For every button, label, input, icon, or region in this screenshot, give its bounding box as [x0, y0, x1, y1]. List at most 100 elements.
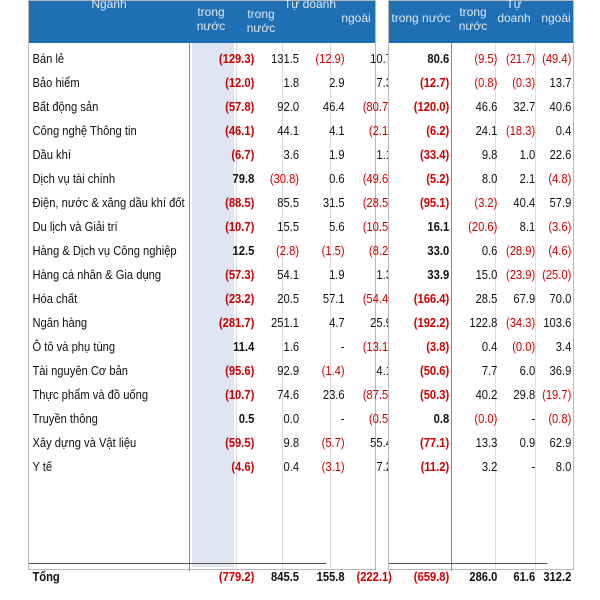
- table-row: Tài nguyên Cơ bản (95.6) 92.9 (1.4) 4.1: [29, 359, 391, 383]
- cell-left-col2: 54.1: [277, 267, 300, 282]
- cell-right-col1: (192.2): [413, 315, 450, 330]
- total-right-col4: 312.2: [543, 569, 572, 584]
- cell-right-col2: 15.0: [475, 267, 498, 282]
- table-row: (50.3) 40.2 29.8 (19.7): [389, 383, 571, 407]
- cell-right-col4: (3.6): [548, 219, 572, 234]
- right-total-row: (659.8) 286.0 61.6 312.2: [389, 563, 571, 588]
- table-row: 33.9 15.0 (23.9) (25.0): [389, 263, 571, 287]
- cell-left-col2: 251.1: [271, 315, 300, 330]
- cell-left-col4: (13.1): [362, 339, 392, 354]
- cell-right-col3: (0.3): [512, 75, 536, 90]
- table-row: Bán lẻ (129.3) 131.5 (12.9) 10.7: [29, 47, 391, 71]
- cell-left-col3: (12.9): [315, 51, 345, 66]
- table-row: Điện, nước & xăng dầu khí đốt (88.5) 85.5 3…: [29, 191, 391, 215]
- column-divider: [236, 43, 237, 571]
- cell-left-col2: 15.5: [277, 219, 300, 234]
- row-label: Dịch vụ tài chính: [32, 171, 116, 186]
- cell-right-col2: 46.6: [475, 99, 498, 114]
- cell-right-col2: 9.8: [481, 147, 498, 162]
- cell-left-col3: 23.6: [322, 387, 345, 402]
- cell-right-col2: (9.5): [474, 51, 498, 66]
- cell-left-col1: (6.7): [231, 147, 255, 162]
- cell-right-col3: (21.7): [505, 51, 536, 66]
- cell-right-col2: 40.2: [475, 387, 498, 402]
- table-row: (5.2) 8.0 2.1 (4.8): [389, 167, 571, 191]
- cell-right-col1: (120.0): [413, 99, 450, 114]
- table-row: (12.7) (0.8) (0.3) 13.7: [389, 71, 571, 95]
- row-label: Du lịch và Giải trí: [32, 219, 118, 234]
- header-right-col2: trong nước: [458, 5, 488, 33]
- left-table-body: Bán lẻ (129.3) 131.5 (12.9) 10.7 Bảo hiểm (12.…: [29, 47, 391, 479]
- cell-right-col3: (28.9): [505, 243, 536, 258]
- cell-left-col1: 11.4: [233, 339, 255, 354]
- cell-left-col4: (8.2): [368, 243, 392, 258]
- header-left-col4: ngoài: [341, 11, 371, 25]
- row-label: Ô tô và phụ tùng: [32, 339, 116, 354]
- cell-left-col3: 57.1: [322, 291, 345, 306]
- row-label: Bán lẻ: [32, 51, 65, 66]
- table-row: Bất động sản (57.8) 92.0 46.4 (80.7): [29, 95, 391, 119]
- table-row: (77.1) 13.3 0.9 62.9: [389, 431, 571, 455]
- table-row: Y tế (4.6) 0.4 (3.1) 7.2: [29, 455, 391, 479]
- cell-left-col2: 1.6: [283, 339, 300, 354]
- cell-right-col1: 16.1: [427, 219, 450, 234]
- cell-left-col1: (12.0): [225, 75, 255, 90]
- right-table-panel: trong nước trong nước Tự doanh ngoài 80.…: [388, 0, 574, 584]
- table-row: Bảo hiểm (12.0) 1.8 2.9 7.3: [29, 71, 391, 95]
- cell-left-col1: (57.8): [225, 99, 255, 114]
- cell-right-col4: (25.0): [542, 267, 572, 282]
- left-table-panel: Ngành trong nước trong nước Tự doanh ngo…: [28, 0, 392, 584]
- cell-left-col2: 3.6: [283, 147, 300, 162]
- row-label: Dầu khí: [32, 147, 71, 162]
- header-right-col1: trong nước: [391, 11, 451, 25]
- cell-left-col3: (1.5): [321, 243, 345, 258]
- cell-right-col3: 29.8: [513, 387, 536, 402]
- cell-right-col4: 103.6: [543, 315, 572, 330]
- cell-right-col1: (50.3): [419, 387, 450, 402]
- header-left-col1: trong nước: [196, 5, 226, 33]
- cell-left-col1: (4.6): [231, 459, 255, 474]
- table-row: Dầu khí (6.7) 3.6 1.9 1.1: [29, 143, 391, 167]
- total-right-col3: 61.6: [513, 569, 536, 584]
- cell-right-col4: 70.0: [549, 291, 572, 306]
- header-right-col3: Tự doanh: [497, 0, 531, 25]
- cell-right-col2: 28.5: [475, 291, 498, 306]
- table-row: Hàng & Dịch vụ Công nghiệp 12.5 (2.8) (1.5)…: [29, 239, 391, 263]
- table-row: (166.4) 28.5 67.9 70.0: [389, 287, 572, 311]
- cell-left-col2: 20.5: [277, 291, 300, 306]
- table-row: 16.1 (20.6) 8.1 (3.6): [389, 215, 571, 239]
- row-label: Tài nguyên Cơ bản: [32, 363, 129, 378]
- cell-right-col2: (3.2): [474, 195, 498, 210]
- cell-left-col4: (28.5): [362, 195, 392, 210]
- left-table-header: Ngành trong nước trong nước Tự doanh ngo…: [29, 0, 375, 43]
- right-table-body: 80.6 (9.5) (21.7) (49.4) (12.7) (0.8) (0.3) 13.…: [389, 47, 573, 479]
- cell-left-col2: 0.4: [283, 459, 300, 474]
- cell-left-col1: (10.7): [225, 219, 255, 234]
- cell-right-col2: (20.6): [468, 219, 498, 234]
- cell-left-col2: (30.8): [269, 171, 300, 186]
- row-label: Thực phẩm và đồ uống: [32, 387, 149, 402]
- cell-left-col3: 5.6: [329, 219, 345, 234]
- table-row: Công nghệ Thông tin (46.1) 44.1 4.1 (2.1): [29, 119, 391, 143]
- cell-left-col3: (1.4): [321, 363, 345, 378]
- row-label: Hàng cá nhân & Gia dụng: [32, 267, 162, 282]
- header-left-col2: trong nước: [246, 7, 276, 35]
- cell-right-col3: 8.1: [519, 219, 536, 234]
- cell-left-col1: (88.5): [225, 195, 255, 210]
- cell-right-col4: 8.0: [555, 459, 572, 474]
- cell-left-col4: (0.5): [368, 411, 392, 426]
- cell-right-col3: -: [531, 411, 536, 426]
- row-label: Bảo hiểm: [32, 75, 80, 90]
- cell-right-col3: 6.0: [519, 363, 536, 378]
- table-row: (6.2) 24.1 (18.3) 0.4: [389, 119, 571, 143]
- cell-right-col4: 40.6: [549, 99, 572, 114]
- cell-left-col1: (23.2): [225, 291, 255, 306]
- table-row: (50.6) 7.7 6.0 36.9: [389, 359, 571, 383]
- header-nganh: Ngành: [91, 0, 127, 11]
- cell-left-col1: 12.5: [232, 243, 255, 258]
- cell-left-col1: (129.3): [218, 51, 255, 66]
- cell-right-col3: 0.9: [519, 435, 536, 450]
- cell-right-col3: 67.9: [513, 291, 536, 306]
- cell-right-col1: (12.7): [419, 75, 450, 90]
- cell-left-col1: 0.5: [238, 411, 255, 426]
